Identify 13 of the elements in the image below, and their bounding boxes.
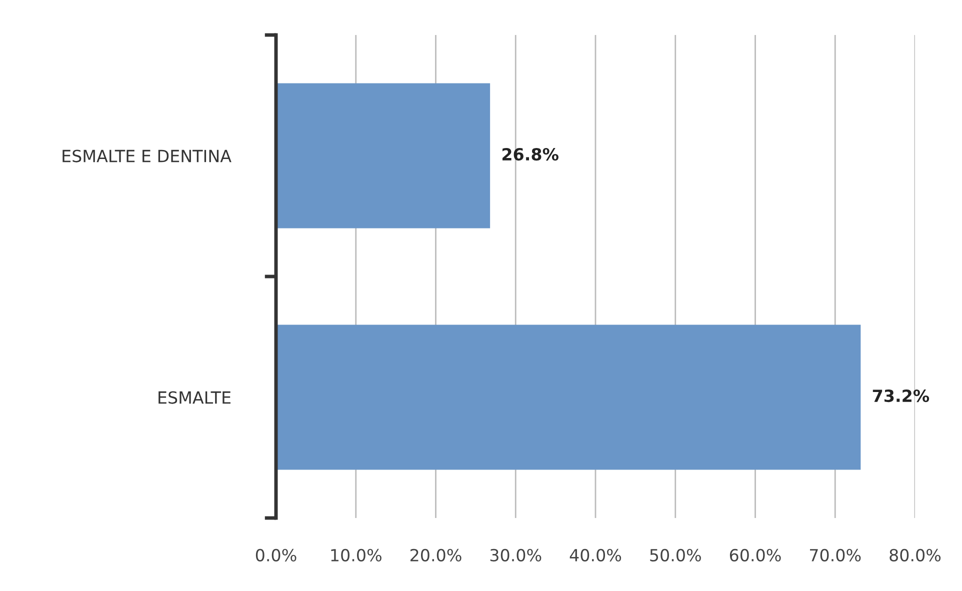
x-tick-label: 80.0% (890, 548, 941, 562)
x-tick-label: 70.0% (810, 548, 861, 562)
y-tick-label: ESMALTE (158, 391, 230, 404)
x-tick-label: 20.0% (410, 548, 462, 562)
x-tick-label: 60.0% (730, 548, 781, 562)
x-tick-label: 40.0% (570, 548, 622, 562)
x-tick-label: 50.0% (650, 548, 701, 562)
data-label: 73.2% (872, 389, 930, 402)
x-tick-label: 30.0% (490, 548, 542, 562)
x-tick-label: 10.0% (331, 548, 382, 562)
y-tick-label: ESMALTE E DENTINA (62, 150, 232, 162)
data-label: 26.8% (502, 148, 558, 161)
x-tick-label: 0.0% (256, 548, 296, 562)
